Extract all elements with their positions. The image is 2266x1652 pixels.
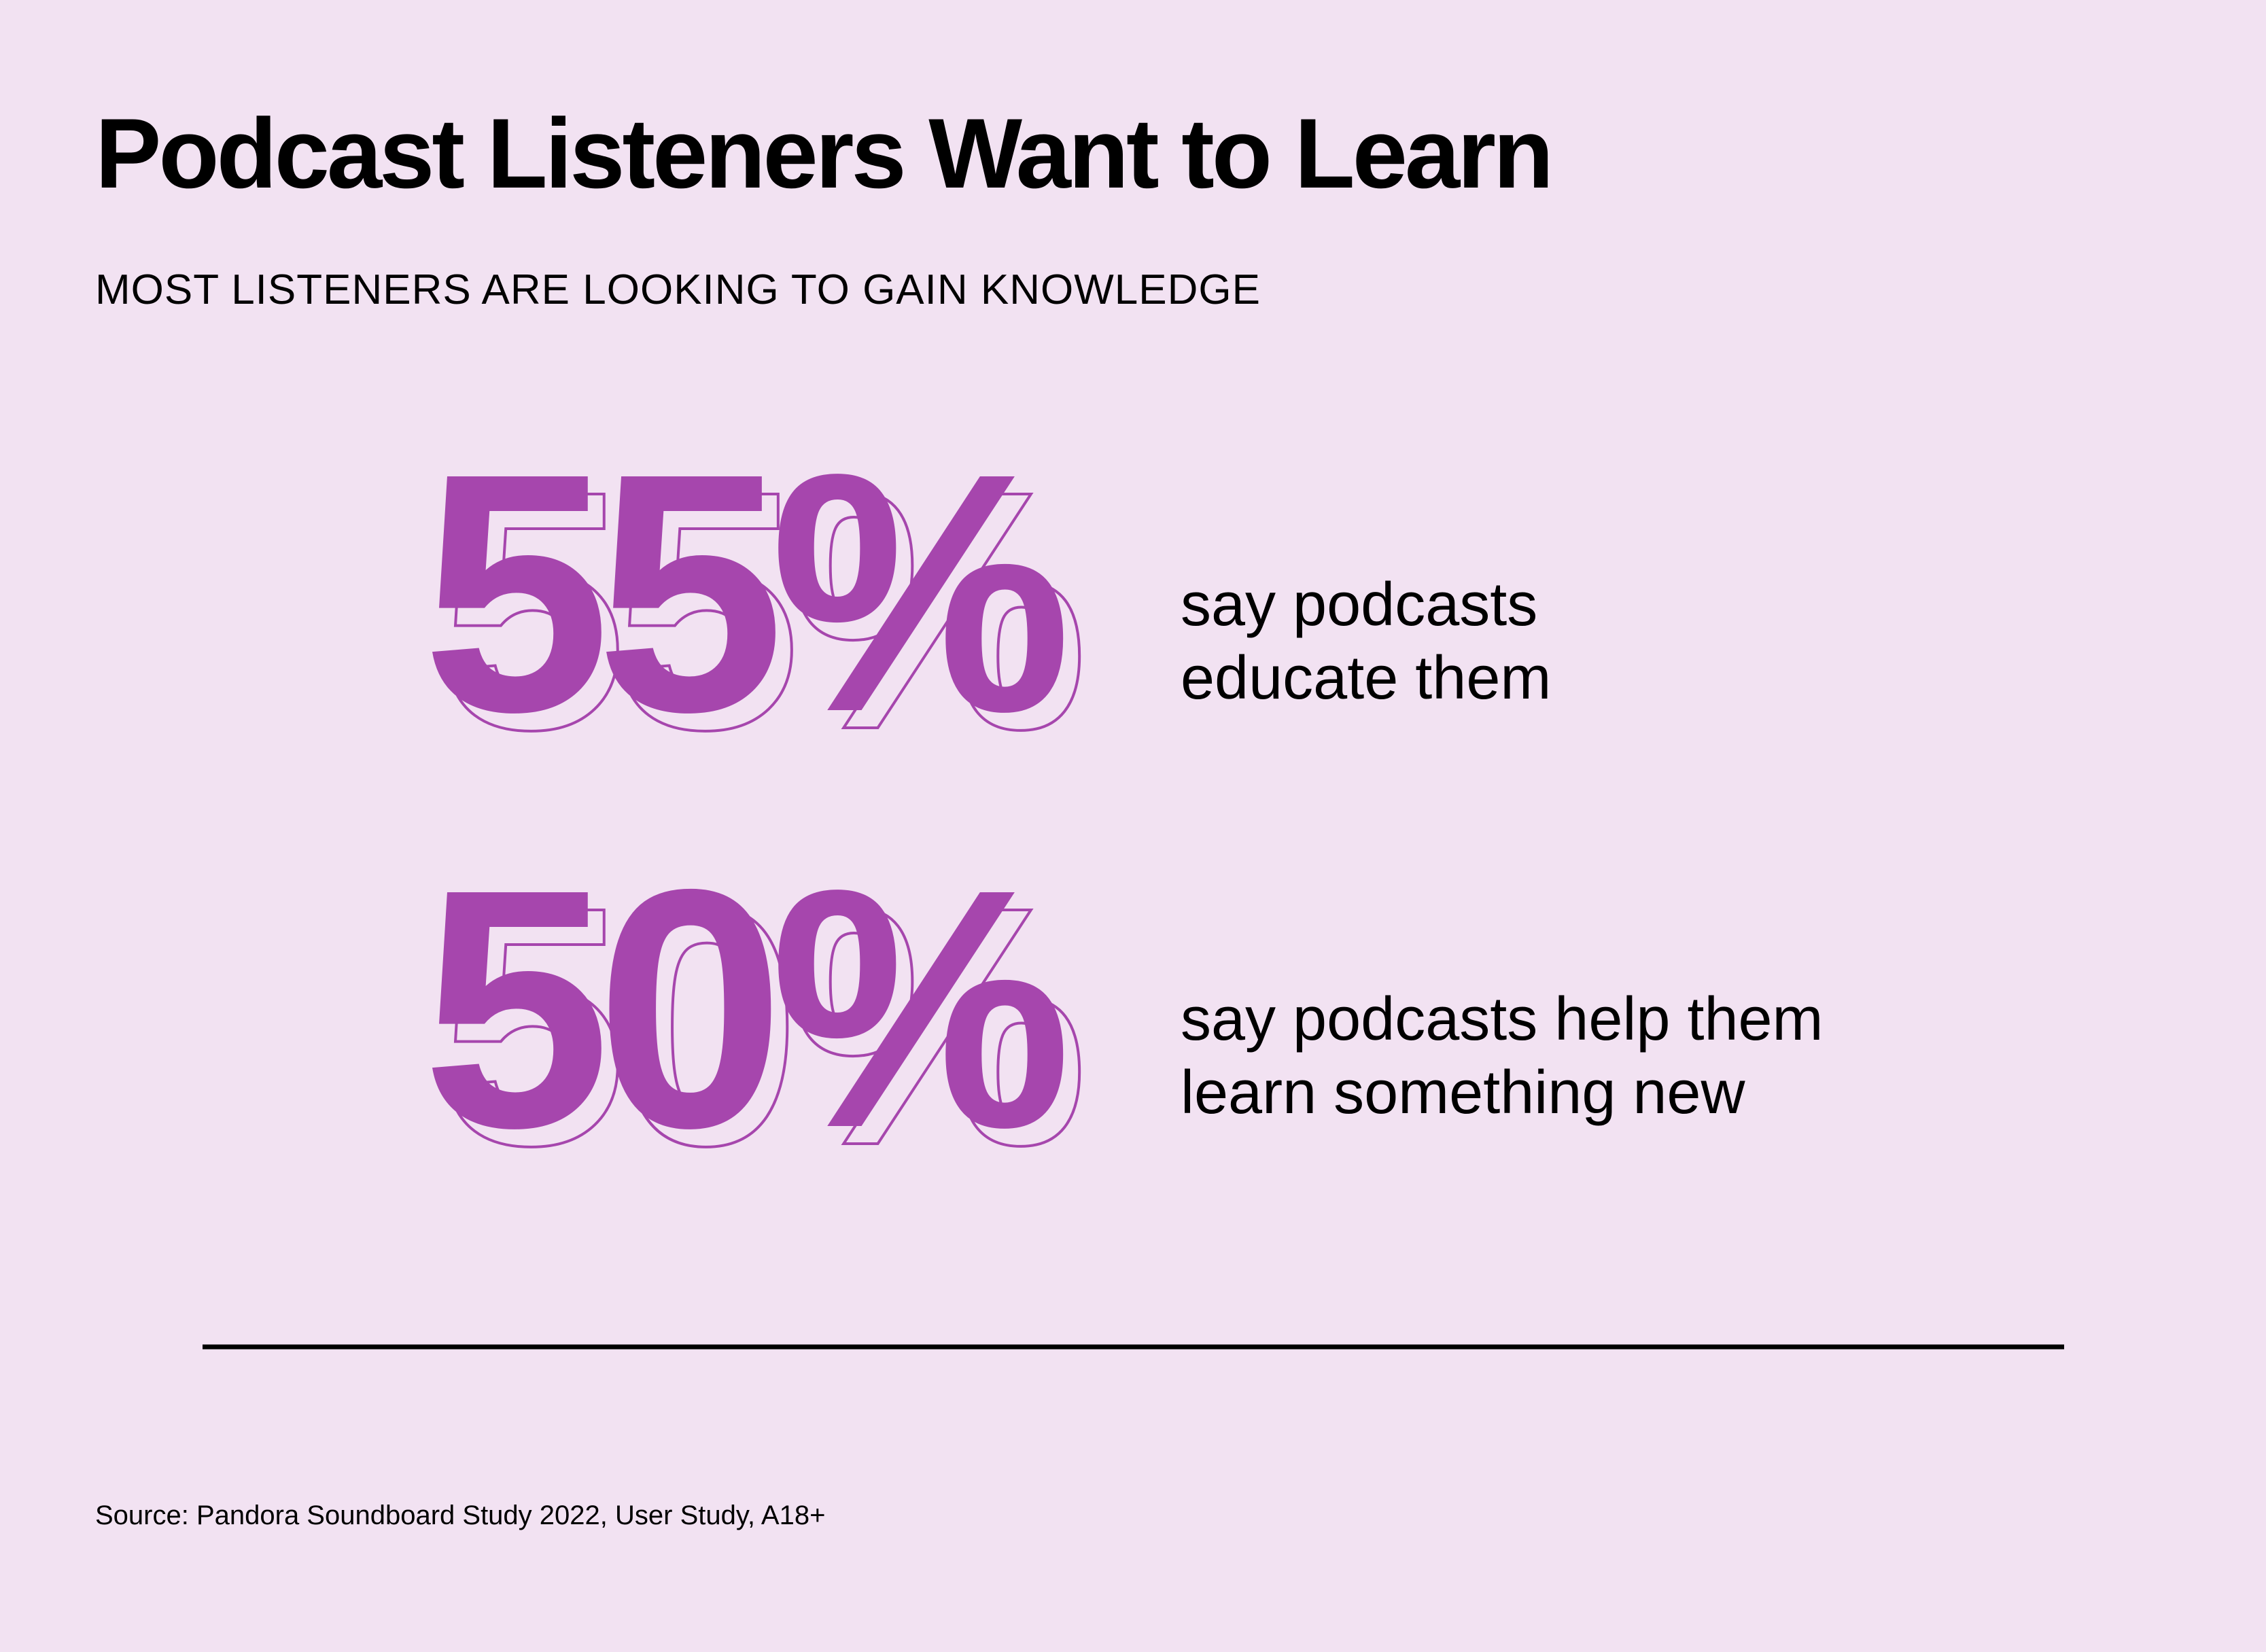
figure-description: educate them xyxy=(1181,644,1551,712)
figure-description: say podcasts help them xyxy=(1181,985,1824,1053)
figure: 50% xyxy=(422,818,1068,1198)
subtitle: MOST LISTENERS ARE LOOKING TO GAIN KNOWL… xyxy=(95,266,1261,313)
source: Source: Pandora Soundboard Study 2022, U… xyxy=(95,1500,825,1530)
figure-outline: 55% xyxy=(438,420,1084,800)
figure-outline: 50% xyxy=(438,836,1084,1216)
figure: 55% xyxy=(422,402,1068,782)
figure-description: say podcasts xyxy=(1181,571,1537,639)
figure-description: learn something new xyxy=(1181,1059,1745,1127)
title: Podcast Listeners Want to Learn xyxy=(95,98,1551,209)
